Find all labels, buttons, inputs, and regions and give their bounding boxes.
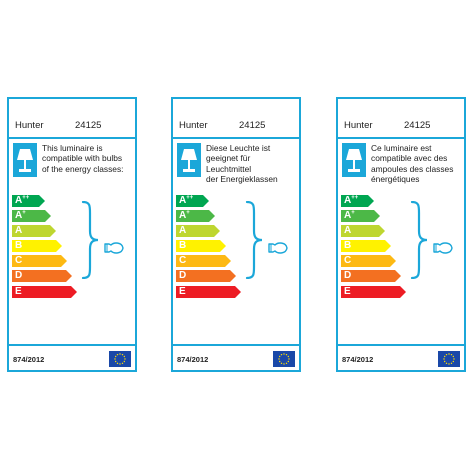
energy-class-arrow: E [12, 285, 77, 298]
energy-class-arrow: B [12, 240, 62, 253]
table-lamp-icon [13, 143, 37, 177]
compatibility-text-line: This luminaire is [42, 143, 103, 153]
eu-flag-icon [109, 351, 131, 367]
model-number: 24125 [75, 120, 102, 131]
energy-label-card: Hunter 24125 Diese Leuchte ist geeignet für… [171, 97, 301, 372]
energy-class-label: A+ [344, 210, 355, 222]
energy-class-label: C [179, 255, 187, 267]
energy-class-label: A [15, 225, 23, 237]
bulb-icon [433, 242, 453, 254]
energy-class-arrow: A+ [176, 210, 215, 223]
energy-class-arrow: A++ [341, 195, 374, 207]
model-number: 24125 [404, 120, 431, 131]
bulb-icon [104, 242, 124, 254]
energy-class-label: A++ [15, 195, 30, 206]
energy-class-label: E [344, 285, 351, 297]
energy-class-arrow: C [176, 255, 231, 268]
divider [173, 344, 299, 346]
energy-class-label: A [179, 225, 187, 237]
energy-class-label: D [179, 270, 187, 282]
compatibility-text: Ce luminaire est compatible avec des ampou… [371, 143, 466, 184]
brace-icon [245, 201, 263, 279]
brace-icon [81, 201, 99, 279]
compatibility-text-line: compatible with bulbs [42, 153, 123, 164]
compatibility-text-line: geeignet für [206, 153, 251, 164]
energy-class-arrow: C [341, 255, 396, 268]
energy-class-arrow: A [341, 225, 385, 238]
energy-class-scale: A++ A+ A B C D E [176, 195, 241, 301]
divider [9, 137, 135, 139]
regulation-number: 874/2012 [177, 355, 209, 364]
table-lamp-icon [342, 143, 366, 177]
energy-class-label: D [15, 270, 23, 282]
energy-class-label: A++ [344, 195, 359, 206]
energy-class-arrow: A++ [176, 195, 209, 207]
energy-class-arrow: B [341, 240, 391, 253]
energy-class-label: A [344, 225, 352, 237]
energy-class-label: B [179, 240, 187, 252]
energy-class-arrow: C [12, 255, 67, 268]
energy-class-label: C [344, 255, 352, 267]
brace-icon [410, 201, 428, 279]
energy-class-arrow: E [176, 285, 241, 298]
energy-class-label: C [15, 255, 23, 267]
divider [338, 344, 464, 346]
compatibility-text-line: énergétiques [371, 173, 420, 184]
compatibility-text-line: der Energieklassen [206, 173, 278, 184]
energy-class-arrow: A++ [12, 195, 45, 207]
compatibility-text-line: Diese Leuchte ist [206, 143, 271, 153]
energy-class-label: A++ [179, 195, 194, 206]
energy-class-label: B [15, 240, 23, 252]
brand-name: Hunter [344, 120, 373, 131]
bulb-icon [268, 242, 288, 254]
energy-class-arrow: A+ [12, 210, 51, 223]
divider [9, 344, 135, 346]
energy-class-arrow: A [176, 225, 220, 238]
regulation-number: 874/2012 [13, 355, 45, 364]
energy-class-arrow: A [12, 225, 56, 238]
energy-class-scale: A++ A+ A B C D E [12, 195, 77, 301]
energy-class-label: E [179, 285, 186, 297]
energy-class-arrow: E [341, 285, 406, 298]
brand-name: Hunter [15, 120, 44, 131]
compatibility-text-line: Ce luminaire est [371, 143, 432, 153]
energy-class-arrow: D [12, 270, 72, 283]
compatibility-text: This luminaire is compatible with bulbs of… [42, 143, 137, 174]
energy-class-arrow: D [176, 270, 236, 283]
compatibility-text-line: Leuchtmittel [206, 163, 252, 174]
compatibility-text-line: ampoules des classes [371, 163, 454, 174]
table-lamp-icon [177, 143, 201, 177]
energy-class-label: D [344, 270, 352, 282]
energy-class-label: B [344, 240, 352, 252]
compatibility-text-line: compatible avec des [371, 153, 448, 164]
brand-name: Hunter [179, 120, 208, 131]
eu-flag-icon [273, 351, 295, 367]
regulation-number: 874/2012 [342, 355, 374, 364]
energy-class-label: A+ [15, 210, 26, 222]
model-number: 24125 [239, 120, 266, 131]
energy-class-arrow: D [341, 270, 401, 283]
energy-label-card: Hunter 24125 This luminaire is compatible w… [7, 97, 137, 372]
divider [173, 137, 299, 139]
energy-class-label: A+ [179, 210, 190, 222]
compatibility-text: Diese Leuchte ist geeignet für Leuchtmitte… [206, 143, 301, 184]
energy-label-card: Hunter 24125 Ce luminaire est compatible av… [336, 97, 466, 372]
energy-class-scale: A++ A+ A B C D E [341, 195, 406, 301]
energy-class-arrow: B [176, 240, 226, 253]
eu-flag-icon [438, 351, 460, 367]
energy-class-arrow: A+ [341, 210, 380, 223]
energy-class-label: E [15, 285, 22, 297]
divider [338, 137, 464, 139]
compatibility-text-line: of the energy classes: [42, 163, 124, 174]
